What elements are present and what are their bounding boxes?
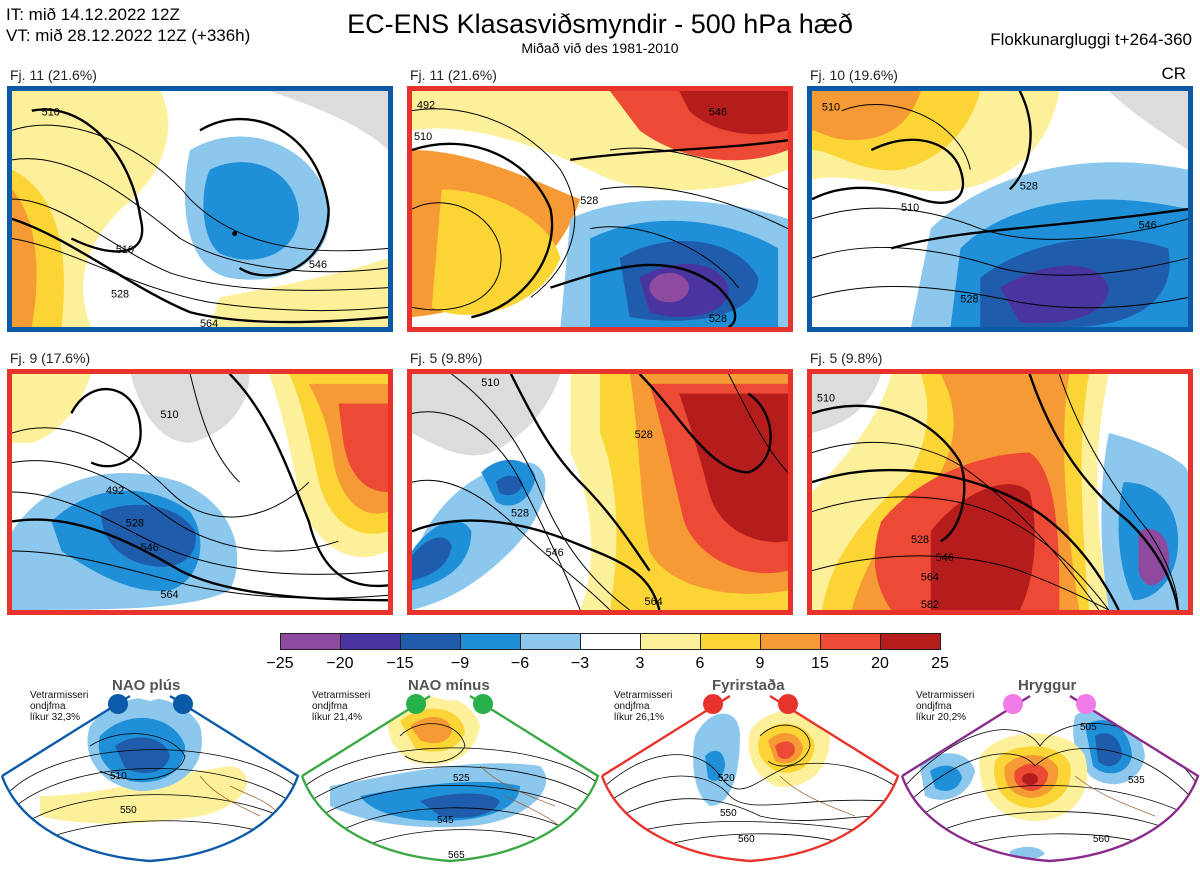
contour-label: 564 xyxy=(921,572,939,584)
contour-label: 550 xyxy=(120,805,137,816)
cluster-map-1: 510 528 546 564 510 xyxy=(7,86,393,332)
contour-label: 545 xyxy=(437,815,454,826)
contour-label: 492 xyxy=(106,485,124,497)
contour-label: 564 xyxy=(645,596,663,608)
colorbar-swatch xyxy=(700,633,761,650)
cluster-label-1: Fj. 11 (21.6%) xyxy=(10,67,97,83)
contour-label: 528 xyxy=(635,429,653,441)
colorbar-swatch xyxy=(820,633,881,650)
contour-label: 565 xyxy=(448,850,465,861)
colorbar-tick: 20 xyxy=(871,655,889,672)
contour-label: 550 xyxy=(720,808,737,819)
regime-nao-minus: 525 545 565 NAO mínus Vetrarmisseri ondj… xyxy=(300,676,600,871)
cluster-label-3: Fj. 10 (19.6%) xyxy=(810,67,898,83)
regime-title: NAO mínus xyxy=(408,677,490,694)
colorbar-swatch xyxy=(280,633,341,650)
regime-title: Hryggur xyxy=(1018,677,1077,694)
init-time: IT: mið 14.12.2022 12Z xyxy=(6,5,180,24)
contour-label: 564 xyxy=(200,318,218,327)
contour-label: 528 xyxy=(1020,180,1038,192)
regime-info: Vetrarmisseri ondjfma líkur 21,4% xyxy=(312,690,371,723)
valid-time: VT: mið 28.12.2022 12Z (+336h) xyxy=(6,26,251,45)
contour-label: 528 xyxy=(511,508,529,520)
cluster-map-5: 528 546 564 510 528 xyxy=(407,369,793,615)
cluster-map-3: 510 528 546 528 510 xyxy=(807,86,1193,332)
contour-label: 492 xyxy=(417,100,435,112)
page-subtitle: Miðað við des 1981-2010 xyxy=(521,40,679,56)
header-info: IT: mið 14.12.2022 12Z VT: mið 28.12.202… xyxy=(6,4,250,46)
contour-label: 546 xyxy=(1139,220,1157,232)
colorbar-swatch xyxy=(640,633,701,650)
colorbar-tick: −20 xyxy=(326,655,354,672)
colorbar-swatch xyxy=(340,633,401,650)
cr-label: CR xyxy=(1161,64,1186,83)
contour-label: 528 xyxy=(960,293,978,305)
contour-label: 528 xyxy=(126,517,144,529)
contour-label: 528 xyxy=(709,313,727,325)
regime-info: Vetrarmisseri ondjfma líkur 32,3% xyxy=(30,690,89,723)
cluster-map-6: 510 528 546 564 582 xyxy=(807,369,1193,615)
contour-label: 510 xyxy=(110,771,127,782)
colorbar-tick: −9 xyxy=(450,655,470,672)
contour-label: 510 xyxy=(817,393,835,405)
contour-label: 510 xyxy=(116,244,134,256)
contour-label: 564 xyxy=(160,589,178,601)
colorbar-tick: 9 xyxy=(755,655,765,672)
colorbar-tick: 25 xyxy=(931,655,949,672)
contour-label: 510 xyxy=(414,131,432,143)
regime-ridge: 505 535 560 Hryggur Vetrarmisseri ondjfm… xyxy=(900,676,1200,871)
contour-label: 546 xyxy=(709,107,727,119)
cluster-label-5: Fj. 5 (9.8%) xyxy=(410,350,483,366)
colorbar-tick: −6 xyxy=(510,655,530,672)
colorbar-swatch xyxy=(760,633,821,650)
colorbar-tick: −15 xyxy=(386,655,414,672)
cluster-map-2: 492 510 528 546 528 xyxy=(407,86,793,332)
regime-nao-plus: 510 550 NAO plús Vetrarmisseri ondjfma l… xyxy=(0,676,300,871)
classification-window: Flokkunargluggi t+264-360 xyxy=(990,30,1192,49)
cluster-map-4: 510 528 546 564 492 xyxy=(7,369,393,615)
contour-label: 510 xyxy=(481,377,499,389)
colorbar-tick: −3 xyxy=(570,655,590,672)
regime-info: Vetrarmisseri ondjfma líkur 20,2% xyxy=(916,690,975,723)
regime-info: Vetrarmisseri ondjfma líkur 26,1% xyxy=(614,690,673,723)
contour-label: 528 xyxy=(111,289,129,301)
contour-label: 510 xyxy=(160,409,178,421)
contour-label: 525 xyxy=(453,773,470,784)
contour-label: 546 xyxy=(309,259,327,271)
contour-label: 582 xyxy=(921,599,939,610)
contour-label: 546 xyxy=(141,542,159,554)
cluster-label-6: Fj. 5 (9.8%) xyxy=(810,350,883,366)
colorbar-swatch xyxy=(460,633,521,650)
colorbar-tick: −25 xyxy=(266,655,294,672)
colorbar-tick: 3 xyxy=(635,655,645,672)
cluster-label-4: Fj. 9 (17.6%) xyxy=(10,350,91,366)
colorbar-swatch xyxy=(880,633,941,650)
contour-label: 560 xyxy=(738,834,755,845)
contour-label: 510 xyxy=(42,107,60,119)
regime-title: NAO plús xyxy=(112,677,181,694)
colorbar-tick: 6 xyxy=(695,655,705,672)
contour-label: 546 xyxy=(936,552,954,564)
page-title: EC-ENS Klasasviðsmyndir - 500 hPa hæð xyxy=(347,9,853,39)
contour-label: 520 xyxy=(718,773,735,784)
contour-label: 546 xyxy=(546,547,564,559)
regime-blocking: 520 550 560 Fyrirstaða Vetrarmisseri ond… xyxy=(600,676,900,871)
contour-label: 510 xyxy=(901,202,919,214)
regime-title: Fyrirstaða xyxy=(712,677,785,694)
contour-label: 528 xyxy=(580,195,598,207)
contour-label: 535 xyxy=(1128,775,1145,786)
contour-label: 510 xyxy=(822,102,840,114)
contour-label: 528 xyxy=(911,534,929,546)
colorbar-swatch xyxy=(580,633,641,650)
colorbar-swatch xyxy=(400,633,461,650)
contour-label: 560 xyxy=(1093,834,1110,845)
colorbar-tick: 15 xyxy=(811,655,829,672)
cluster-label-2: Fj. 11 (21.6%) xyxy=(410,67,497,83)
colorbar-swatch xyxy=(520,633,581,650)
contour-label: 505 xyxy=(1080,722,1097,733)
